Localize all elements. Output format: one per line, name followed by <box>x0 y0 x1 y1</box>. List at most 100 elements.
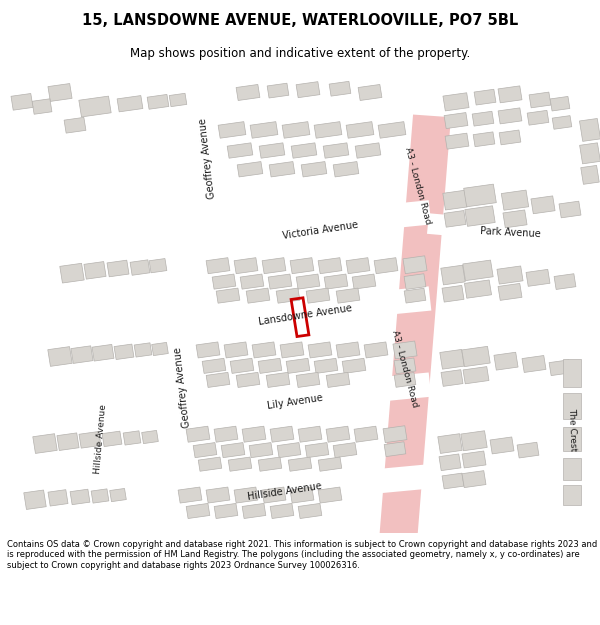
Polygon shape <box>48 347 72 366</box>
Polygon shape <box>48 489 68 506</box>
Polygon shape <box>134 342 152 357</box>
Polygon shape <box>308 342 332 358</box>
Polygon shape <box>503 210 527 227</box>
Polygon shape <box>301 162 327 177</box>
Polygon shape <box>32 99 52 114</box>
Polygon shape <box>266 372 290 388</box>
Polygon shape <box>270 503 294 519</box>
Polygon shape <box>490 437 514 454</box>
Polygon shape <box>342 358 366 373</box>
Polygon shape <box>498 86 522 103</box>
Polygon shape <box>258 457 282 471</box>
Polygon shape <box>404 274 426 289</box>
Polygon shape <box>0 464 431 529</box>
Polygon shape <box>249 442 273 458</box>
Polygon shape <box>318 258 342 274</box>
Polygon shape <box>346 122 374 138</box>
Polygon shape <box>463 367 489 384</box>
Polygon shape <box>378 122 406 138</box>
Polygon shape <box>499 130 521 145</box>
Polygon shape <box>92 344 114 361</box>
Polygon shape <box>323 143 349 158</box>
Polygon shape <box>563 359 581 388</box>
Polygon shape <box>84 262 106 279</box>
Polygon shape <box>277 442 301 458</box>
Polygon shape <box>142 431 158 444</box>
Polygon shape <box>79 431 101 448</box>
Polygon shape <box>326 372 350 388</box>
Polygon shape <box>224 342 248 358</box>
Polygon shape <box>123 431 141 445</box>
Polygon shape <box>286 358 310 373</box>
Polygon shape <box>563 427 581 451</box>
Polygon shape <box>498 108 522 124</box>
Polygon shape <box>214 503 238 519</box>
Polygon shape <box>438 434 462 453</box>
Polygon shape <box>60 263 84 283</box>
Polygon shape <box>0 286 431 354</box>
Polygon shape <box>498 283 522 301</box>
Polygon shape <box>186 503 210 519</box>
Polygon shape <box>384 442 406 457</box>
Polygon shape <box>227 143 253 158</box>
Polygon shape <box>324 274 348 289</box>
Polygon shape <box>107 260 129 277</box>
Text: The Crest: The Crest <box>567 408 577 451</box>
Text: Map shows position and indicative extent of the property.: Map shows position and indicative extent… <box>130 47 470 59</box>
Polygon shape <box>354 426 378 442</box>
Polygon shape <box>290 487 314 503</box>
Polygon shape <box>374 258 398 274</box>
Polygon shape <box>563 458 581 480</box>
Polygon shape <box>242 503 266 519</box>
Polygon shape <box>250 122 278 138</box>
Polygon shape <box>580 143 600 164</box>
Polygon shape <box>336 342 360 358</box>
Text: Victoria Avenue: Victoria Avenue <box>281 219 359 241</box>
Polygon shape <box>462 346 490 367</box>
Polygon shape <box>529 92 551 108</box>
Polygon shape <box>267 83 289 98</box>
Polygon shape <box>158 316 205 511</box>
Polygon shape <box>393 341 417 359</box>
Polygon shape <box>237 162 263 177</box>
Polygon shape <box>0 372 431 439</box>
Polygon shape <box>206 372 230 388</box>
Polygon shape <box>444 112 468 129</box>
Polygon shape <box>236 372 260 388</box>
Polygon shape <box>346 258 370 274</box>
Polygon shape <box>258 358 282 373</box>
Polygon shape <box>252 342 276 358</box>
Polygon shape <box>270 426 294 442</box>
Polygon shape <box>91 489 109 503</box>
Polygon shape <box>246 288 270 303</box>
Polygon shape <box>355 143 381 158</box>
Polygon shape <box>230 358 254 373</box>
Polygon shape <box>152 342 169 356</box>
Polygon shape <box>441 370 463 386</box>
Polygon shape <box>394 358 416 374</box>
Polygon shape <box>291 143 317 158</box>
Polygon shape <box>198 457 222 471</box>
Polygon shape <box>206 487 230 503</box>
Polygon shape <box>196 342 220 358</box>
Polygon shape <box>494 352 518 370</box>
Text: Geoffrey Avenue: Geoffrey Avenue <box>197 118 217 199</box>
Polygon shape <box>318 457 342 471</box>
Polygon shape <box>318 487 342 503</box>
Polygon shape <box>269 162 295 177</box>
Polygon shape <box>563 393 581 419</box>
Polygon shape <box>218 122 246 138</box>
Text: Hillside Avenue: Hillside Avenue <box>247 481 323 502</box>
Polygon shape <box>268 274 292 289</box>
Polygon shape <box>379 114 451 543</box>
Polygon shape <box>333 442 357 458</box>
Text: Park Avenue: Park Avenue <box>479 226 541 239</box>
Text: A3 - London Road: A3 - London Road <box>391 329 419 408</box>
Polygon shape <box>290 258 314 274</box>
Polygon shape <box>329 81 351 96</box>
Text: Lansdowne Avenue: Lansdowne Avenue <box>257 303 352 328</box>
Polygon shape <box>262 258 286 274</box>
Polygon shape <box>352 274 376 289</box>
Polygon shape <box>193 442 217 458</box>
Polygon shape <box>336 288 360 303</box>
